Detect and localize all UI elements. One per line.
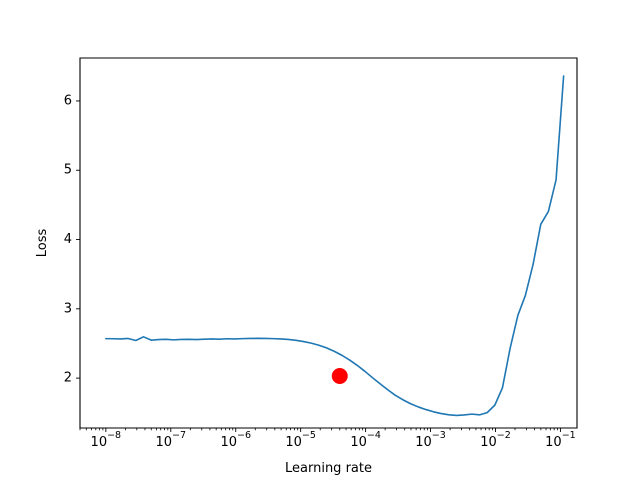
suggested-learning-rate-marker[interactable] [331,368,348,385]
curve-layer [105,75,565,417]
x-tick-label: 10−6 [220,430,251,449]
x-tick-label: 10−1 [545,430,576,449]
x-tick-label: 10−3 [415,430,446,449]
loss-curve-loss [105,75,565,417]
x-tick-label: 10−8 [91,430,122,449]
y-tick-label: 2 [64,371,72,386]
y-axis-title: Loss [35,229,50,258]
x-tick-label: 10−4 [350,430,381,449]
y-tick-label: 6 [64,93,72,108]
y-tick-label: 4 [64,232,72,247]
x-axis-title: Learning rate [285,461,372,476]
ticks-layer: 10−8 10−7 10−6 10−5 10−4 10−3 10−2 10−1 2 3 4 5 6 [64,93,576,449]
x-tick-label: 10−2 [480,430,511,449]
y-tick-label: 5 [64,163,72,178]
marker-layer[interactable] [331,368,348,385]
x-tick-label: 10−7 [156,430,187,449]
y-tick-label: 3 [64,301,72,316]
x-tick-label: 10−5 [285,430,316,449]
axis-labels-layer: Learning rate Loss [35,229,372,476]
